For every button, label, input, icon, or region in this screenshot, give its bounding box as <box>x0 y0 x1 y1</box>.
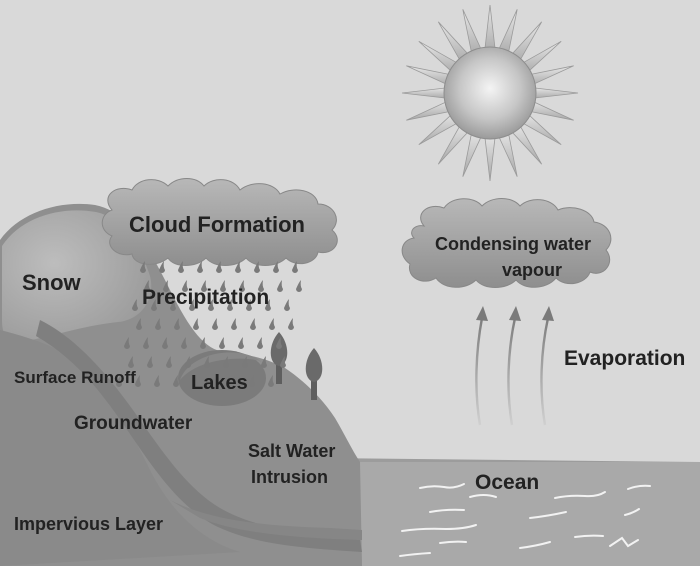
groundwater-label: Groundwater <box>74 413 193 434</box>
condensing-label-line1: Condensing water <box>435 234 591 254</box>
condensing-label-line2: vapour <box>502 260 562 280</box>
surface-runoff-label: Surface Runoff <box>14 368 136 387</box>
precipitation-label: Precipitation <box>142 286 269 309</box>
salt-water-label-line2: Intrusion <box>251 467 328 487</box>
salt-water-label-line1: Salt Water <box>248 441 335 461</box>
ocean-label: Ocean <box>475 471 539 494</box>
evaporation-label: Evaporation <box>564 347 685 370</box>
snow-label: Snow <box>22 270 82 295</box>
cloud-formation-label: Cloud Formation <box>129 212 305 237</box>
impervious-layer-label: Impervious Layer <box>14 514 163 534</box>
lakes-label: Lakes <box>191 372 248 394</box>
sun-body <box>444 47 536 139</box>
